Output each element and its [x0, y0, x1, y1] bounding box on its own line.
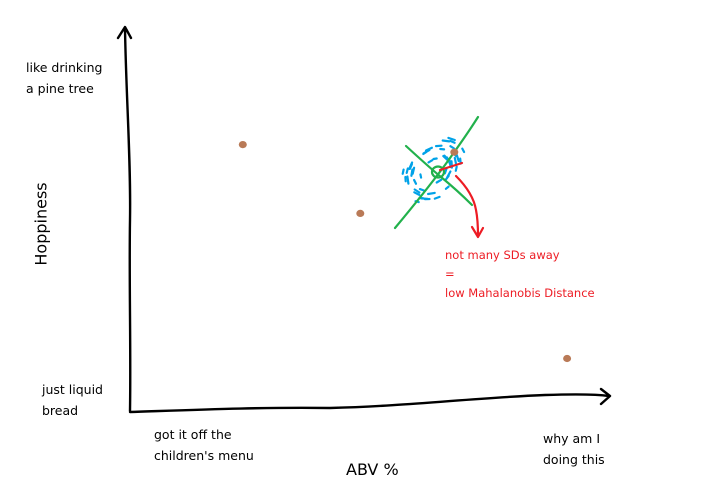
distribution-dot	[405, 167, 409, 174]
annotation-arrow	[454, 174, 485, 239]
distribution-dot	[427, 191, 436, 196]
distribution-dot	[455, 153, 460, 163]
y-axis	[116, 25, 133, 413]
distribution-dot	[413, 191, 421, 196]
y-axis-high-label: like drinking a pine tree	[26, 60, 103, 96]
distribution-center-circle	[430, 165, 446, 179]
distribution-dot	[411, 166, 416, 175]
x-axis	[128, 387, 612, 414]
distribution-dot	[419, 173, 423, 179]
x-axis-title: ABV %	[346, 460, 399, 479]
data-points	[238, 141, 572, 363]
annotation-line-3: low Mahalanobis Distance	[445, 286, 595, 300]
distribution-dot	[461, 147, 466, 154]
data-point-1	[238, 141, 247, 149]
annotation-line-2: =	[445, 267, 455, 281]
distribution-dot	[444, 174, 450, 181]
distribution-dot	[442, 155, 450, 162]
distribution-dot	[449, 145, 456, 150]
distribution-dot	[444, 185, 450, 190]
annotation-line-1: not many SDs away	[445, 248, 560, 262]
data-point-2	[356, 209, 365, 217]
distribution-dot	[427, 159, 434, 164]
y-axis-title: Hoppiness	[31, 182, 51, 266]
distribution-dot	[447, 136, 456, 142]
principal-axis-major	[393, 115, 480, 230]
x-axis-low-label: got it off the children's menu	[154, 427, 254, 463]
y-axis-low-label: just liquid bread	[42, 382, 103, 418]
data-point-4	[563, 354, 572, 363]
x-axis-high-label: why am I doing this	[543, 431, 605, 467]
distribution-dot	[435, 178, 443, 184]
distribution-dot	[418, 188, 426, 192]
distribution-dot	[433, 195, 441, 200]
distribution-dot	[441, 139, 451, 143]
distribution-dot	[422, 151, 428, 156]
distribution-dot	[449, 139, 456, 144]
distribution-dot	[408, 163, 413, 170]
mahalanobis-annotation: not many SDs away = low Mahalanobis Dist…	[445, 246, 595, 303]
distribution-dot	[432, 157, 438, 161]
principal-axes	[393, 115, 480, 230]
axes	[116, 25, 612, 414]
distance-line	[438, 161, 464, 172]
distribution-dot	[413, 178, 418, 185]
distance-arrow	[438, 161, 485, 239]
distribution-dot	[453, 156, 458, 165]
data-point-3	[450, 148, 459, 156]
distribution-dot	[413, 188, 421, 194]
distribution-dot	[424, 146, 433, 152]
distribution-dot	[406, 175, 410, 185]
distribution-dot	[454, 165, 458, 172]
distribution-dot	[401, 168, 405, 175]
